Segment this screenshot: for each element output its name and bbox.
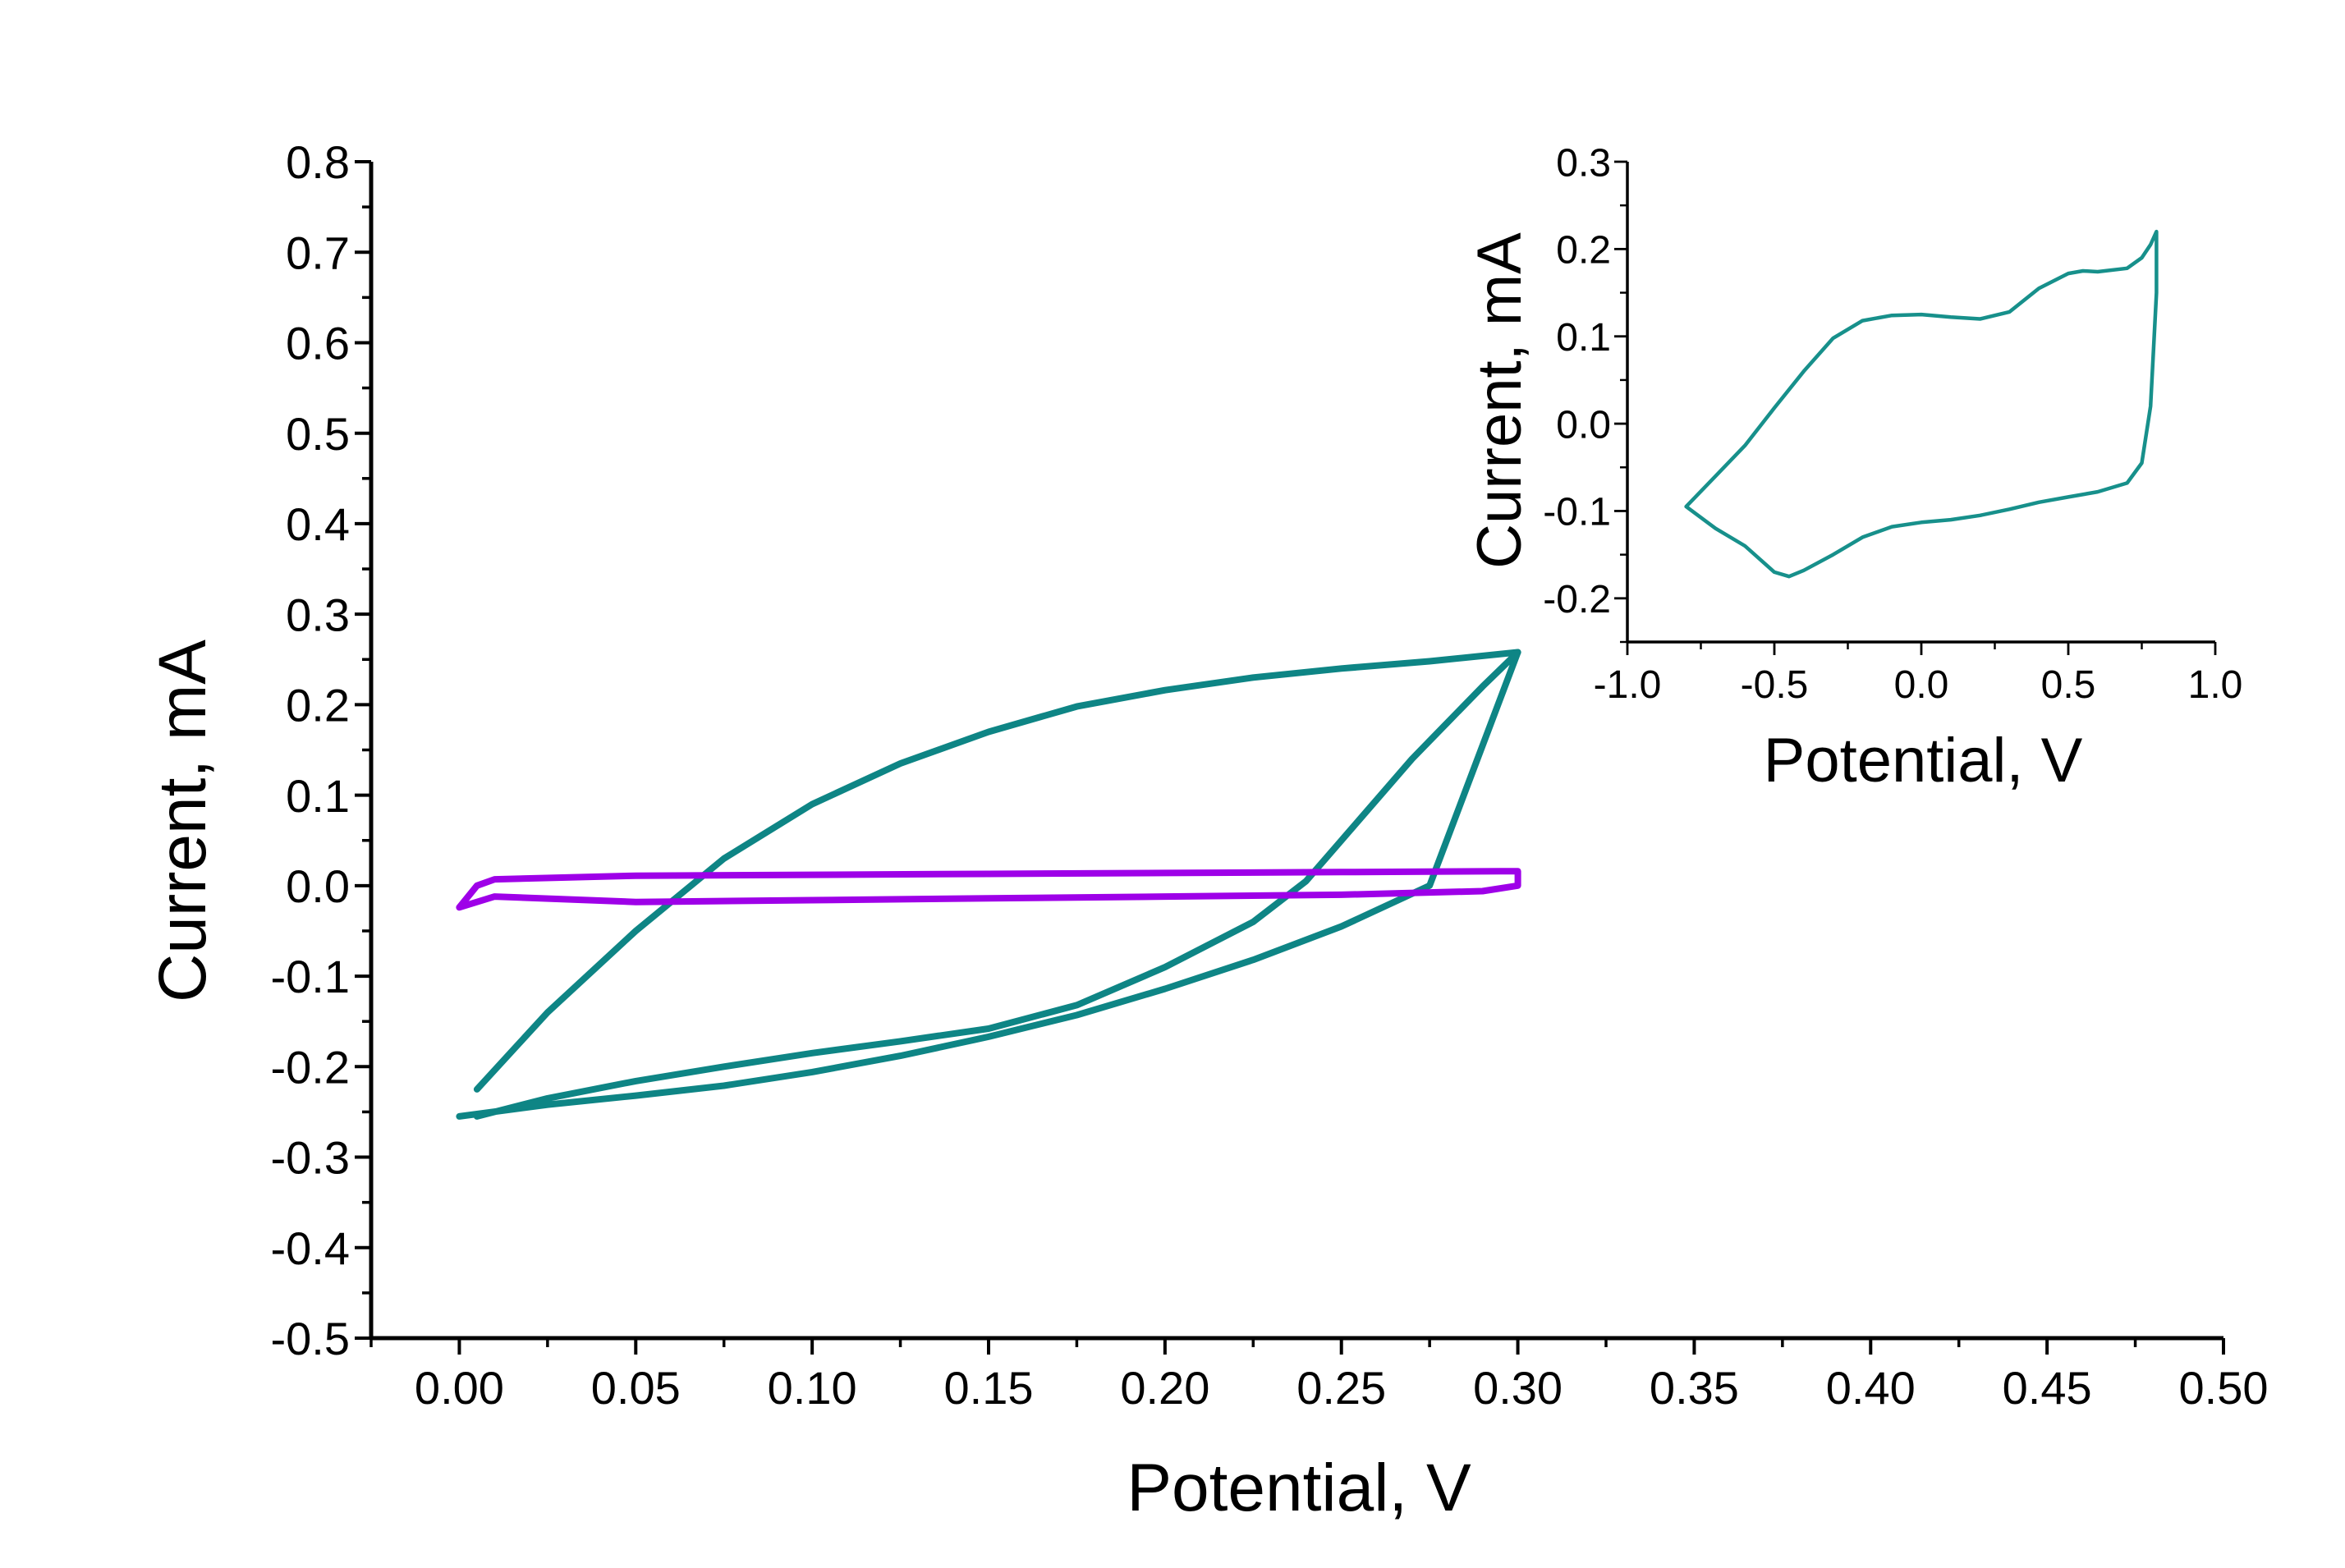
main-y-tick-label: 0.5 <box>286 408 350 460</box>
main-x-tick-label: 0.15 <box>944 1362 1034 1414</box>
inset-x-axis-title: Potential, V <box>1764 726 2083 795</box>
inset-x-tick-label: -1.0 <box>1594 663 1662 707</box>
main-y-tick-label: -0.5 <box>271 1313 351 1364</box>
inset-y-tick-label: 0.3 <box>1556 141 1611 185</box>
main-x-tick-label: 0.00 <box>415 1362 504 1414</box>
inset-series-inset-cv <box>1684 229 2159 579</box>
inset-series-layer <box>1684 229 2159 579</box>
inset-y-axis-title: Current, mA <box>1465 232 1535 569</box>
inset-y-tick-label: -0.2 <box>1543 578 1611 621</box>
main-y-tick-label: 0.4 <box>286 498 350 550</box>
inset-y-tick-label: 0.0 <box>1556 403 1611 447</box>
inset-axes: -1.0 -0.5 0.0 0.5 1.0 -0.2 -0.1 0.0 0.1 0.2 0.3 <box>1543 141 2242 707</box>
main-y-tick-label: 0.6 <box>286 318 350 369</box>
main-x-tick-label: 0.50 <box>2179 1362 2269 1414</box>
inset-x-tick-label: 0.5 <box>2041 663 2096 707</box>
main-y-tick-label: -0.3 <box>271 1132 351 1184</box>
main-y-tick-label: 0.2 <box>286 680 350 731</box>
main-y-tick-label: 0.3 <box>286 589 350 640</box>
main-series-purple-cv <box>456 868 1521 911</box>
main-chart: 0.00 0.05 0.10 0.15 0.20 0.25 0.30 0.35 0.40 0.45… <box>145 136 2269 1525</box>
main-series-teal-cv <box>456 649 1521 1120</box>
inset-y-tick-label: 0.1 <box>1556 316 1611 360</box>
main-x-axis-title: Potential, V <box>1127 1451 1471 1525</box>
main-y-axis-title: Current, mA <box>145 640 220 1002</box>
main-x-tick-label: 0.35 <box>1650 1362 1739 1414</box>
inset-x-tick-label: 0.0 <box>1894 663 1949 707</box>
main-x-tick-label: 0.10 <box>768 1362 857 1414</box>
main-y-tick-label: -0.1 <box>271 951 351 1002</box>
inset-x-tick-label: 1.0 <box>2188 663 2243 707</box>
main-y-tick-label: -0.2 <box>271 1041 351 1093</box>
main-y-tick-label: 0.1 <box>286 770 350 822</box>
main-x-tick-label: 0.30 <box>1473 1362 1563 1414</box>
inset-y-tick-label: 0.2 <box>1556 229 1611 273</box>
main-series-layer <box>456 649 1521 1120</box>
main-y-tick-label: -0.4 <box>271 1222 351 1274</box>
main-x-tick-label: 0.05 <box>591 1362 681 1414</box>
inset-x-tick-label: -0.5 <box>1741 663 1809 707</box>
main-x-tick-label: 0.45 <box>2003 1362 2092 1414</box>
main-x-tick-label: 0.20 <box>1120 1362 1209 1414</box>
main-series-teal-cv-return <box>473 649 1521 1093</box>
main-y-tick-label: 0.7 <box>286 227 350 278</box>
main-y-tick-label: 0.0 <box>286 860 350 912</box>
inset-chart: -1.0 -0.5 0.0 0.5 1.0 -0.2 -0.1 0.0 0.1 0.2 0.3 Po… <box>1465 141 2242 795</box>
main-axes: 0.00 0.05 0.10 0.15 0.20 0.25 0.30 0.35 0.40 0.45… <box>271 136 2269 1414</box>
main-x-tick-label: 0.40 <box>1826 1362 1916 1414</box>
main-x-tick-label: 0.25 <box>1296 1362 1386 1414</box>
main-y-tick-label: 0.8 <box>286 136 350 188</box>
inset-y-tick-label: -0.1 <box>1543 491 1611 534</box>
